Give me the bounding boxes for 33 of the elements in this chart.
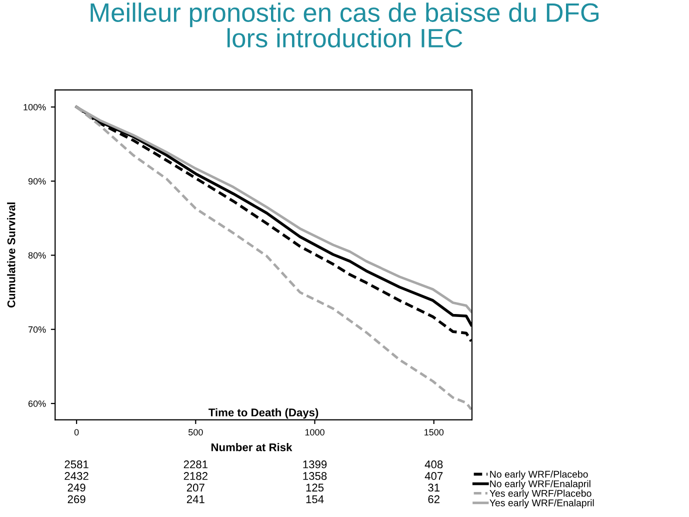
chart-title: Meilleur pronostic en cas de baisse du DFG lors introduction IEC: [90, 2, 598, 48]
y-axis-title: Cumulative Survival: [7, 202, 16, 308]
text: 31: [428, 484, 440, 492]
text: 407: [424, 472, 443, 480]
text: 2432: [64, 472, 88, 480]
text: 1399: [303, 460, 327, 468]
text: 2581: [64, 460, 88, 468]
x-tick-label: 500: [188, 429, 203, 436]
legend-label: Yes early WRF/Enalapril: [490, 499, 594, 508]
y-tick-label: 80%: [28, 252, 46, 259]
text: 154: [306, 495, 324, 504]
legend-label: Yes early WRF/Placebo: [490, 490, 592, 499]
x-tick-label: 1000: [305, 429, 324, 436]
legend-label: No early WRF/Enalapril: [490, 480, 590, 490]
x-tick-label: 1500: [424, 429, 444, 436]
x-tick-label: 0: [74, 429, 79, 436]
text: 269: [68, 495, 86, 504]
text: Number at Risk: [211, 443, 292, 452]
y-tick-label: 90%: [28, 178, 46, 184]
text: 62: [428, 495, 440, 504]
y-tick-label: 100%: [24, 104, 46, 110]
text: 2281: [184, 460, 208, 468]
text: 241: [186, 495, 204, 504]
text: 125: [306, 484, 324, 492]
legend-label: No early WRF/Placebo: [490, 470, 588, 480]
text: 408: [424, 460, 443, 468]
y-tick-label: 60%: [28, 400, 46, 407]
text: 207: [186, 484, 204, 492]
text: 2182: [184, 472, 208, 480]
y-tick-label: 70%: [28, 326, 46, 333]
text: 1358: [303, 472, 327, 480]
x-axis-title: Time to Death (Days): [208, 408, 318, 419]
text: 249: [68, 484, 86, 492]
